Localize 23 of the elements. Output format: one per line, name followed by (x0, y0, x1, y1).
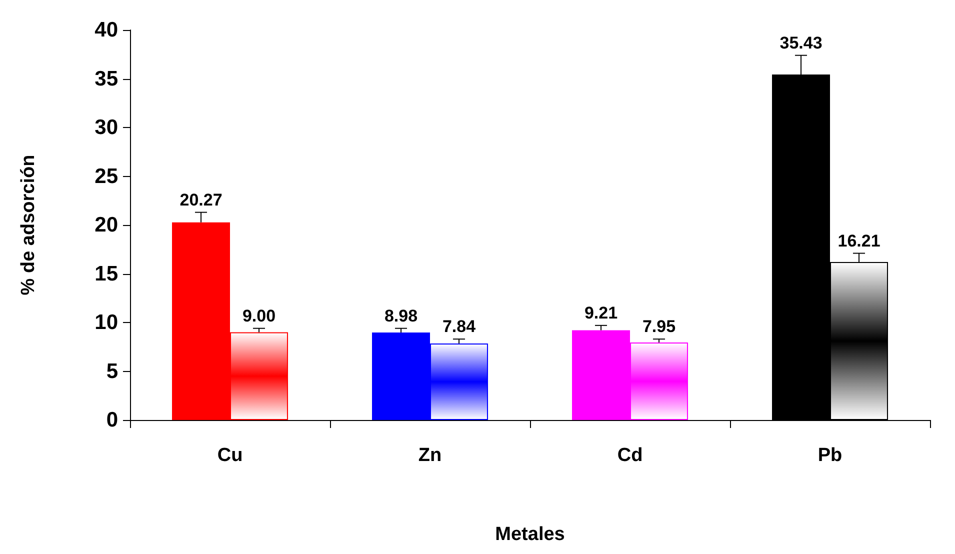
y-tick-label: 30 (94, 116, 118, 139)
x-tick-label: Cd (617, 445, 643, 466)
y-tick-label: 0 (106, 408, 118, 432)
y-tick-label: 40 (94, 18, 118, 42)
y-tick-label: 5 (106, 360, 118, 383)
x-tick-label: Pb (818, 445, 842, 466)
data-label: 20.27 (180, 190, 222, 210)
data-label: 16.21 (838, 231, 880, 250)
data-label: 7.84 (442, 317, 476, 336)
data-label: 9.21 (584, 303, 618, 322)
y-tick-label: 10 (94, 311, 118, 334)
y-tick-label: 20 (94, 214, 118, 236)
y-tick-label: 35 (94, 67, 118, 90)
data-label: 8.98 (384, 306, 418, 326)
x-tick-label: Zn (418, 445, 442, 466)
data-label: 9.00 (242, 306, 276, 326)
x-tick-label: Cu (217, 445, 243, 466)
data-label: 35.43 (780, 33, 822, 52)
data-label: 7.95 (642, 317, 676, 336)
x-axis-title: Metales (495, 524, 565, 545)
y-axis-title: % de adsorción (18, 154, 39, 296)
y-tick-label: 15 (94, 262, 118, 286)
y-tick-label: 25 (94, 164, 118, 188)
